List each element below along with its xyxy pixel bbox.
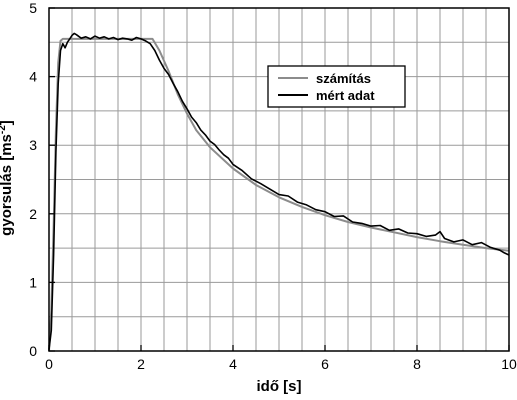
y-tick-label: 2 [29,206,37,222]
y-tick-label: 5 [29,0,37,16]
legend: számítás mért adat [267,65,406,108]
series-line-szamitas [48,37,510,352]
x-tick-label: 2 [137,356,145,372]
series-line-mert-adat [48,32,510,350]
series-layer [48,32,510,352]
legend-box [267,65,406,108]
x-tick-label: 10 [501,356,517,372]
axis-ticks: 0 2 4 6 8 10 0 1 2 3 4 5 [29,0,517,372]
legend-label-szamitas: számítás [316,71,371,86]
y-tick-label: 1 [29,274,37,290]
x-axis-title: idő [s] [257,378,302,395]
y-axis-title-main: gyorsulás [ms [0,134,15,236]
x-tick-label: 0 [45,356,53,372]
legend-label-mert-adat: mért adat [316,88,375,103]
y-axis-title-superscript: -2 [0,125,8,134]
y-axis-title-tail: ] [0,120,15,125]
x-tick-label: 4 [229,356,237,372]
plot-frame [48,7,510,352]
x-tick-label: 6 [321,356,329,372]
grid [49,8,509,351]
y-axis-title: gyorsulás [ms-2] [0,120,15,236]
x-tick-label: 8 [413,356,421,372]
y-tick-label: 3 [29,137,37,153]
y-tick-label: 4 [29,69,37,85]
y-tick-label: 0 [29,343,37,359]
